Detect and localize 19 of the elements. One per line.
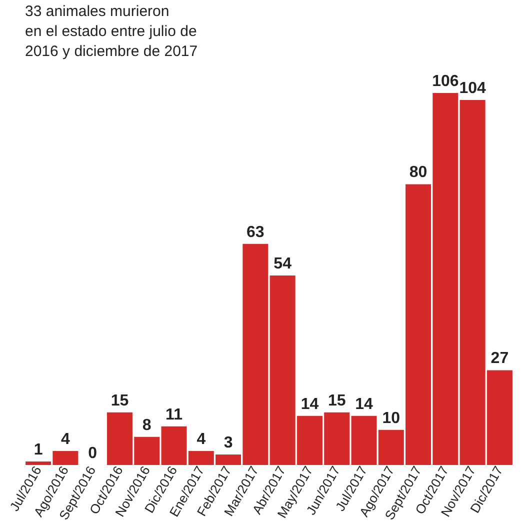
data-label: 14 (300, 396, 319, 413)
data-label: 106 (432, 73, 459, 90)
data-label: 15 (110, 392, 129, 410)
data-label: 3 (224, 434, 233, 452)
data-label: 104 (459, 80, 486, 98)
data-label: 27 (490, 350, 509, 368)
chart-title: 33 animales murieron en el estado entre julio de 2016 y diciembre de 2017 (25, 3, 198, 60)
data-label: 80 (409, 164, 428, 182)
data-label: 8 (142, 416, 152, 434)
data-label: 14 (355, 396, 373, 413)
data-label: 1 (34, 441, 43, 458)
data-label: 0 (88, 445, 98, 462)
data-label: 4 (60, 430, 70, 448)
data-label: 54 (274, 255, 292, 272)
data-label: 11 (166, 406, 183, 424)
data-label: 63 (246, 224, 264, 241)
data-label: 15 (328, 392, 346, 410)
data-label: 10 (382, 410, 400, 427)
data-label: 4 (196, 430, 206, 448)
